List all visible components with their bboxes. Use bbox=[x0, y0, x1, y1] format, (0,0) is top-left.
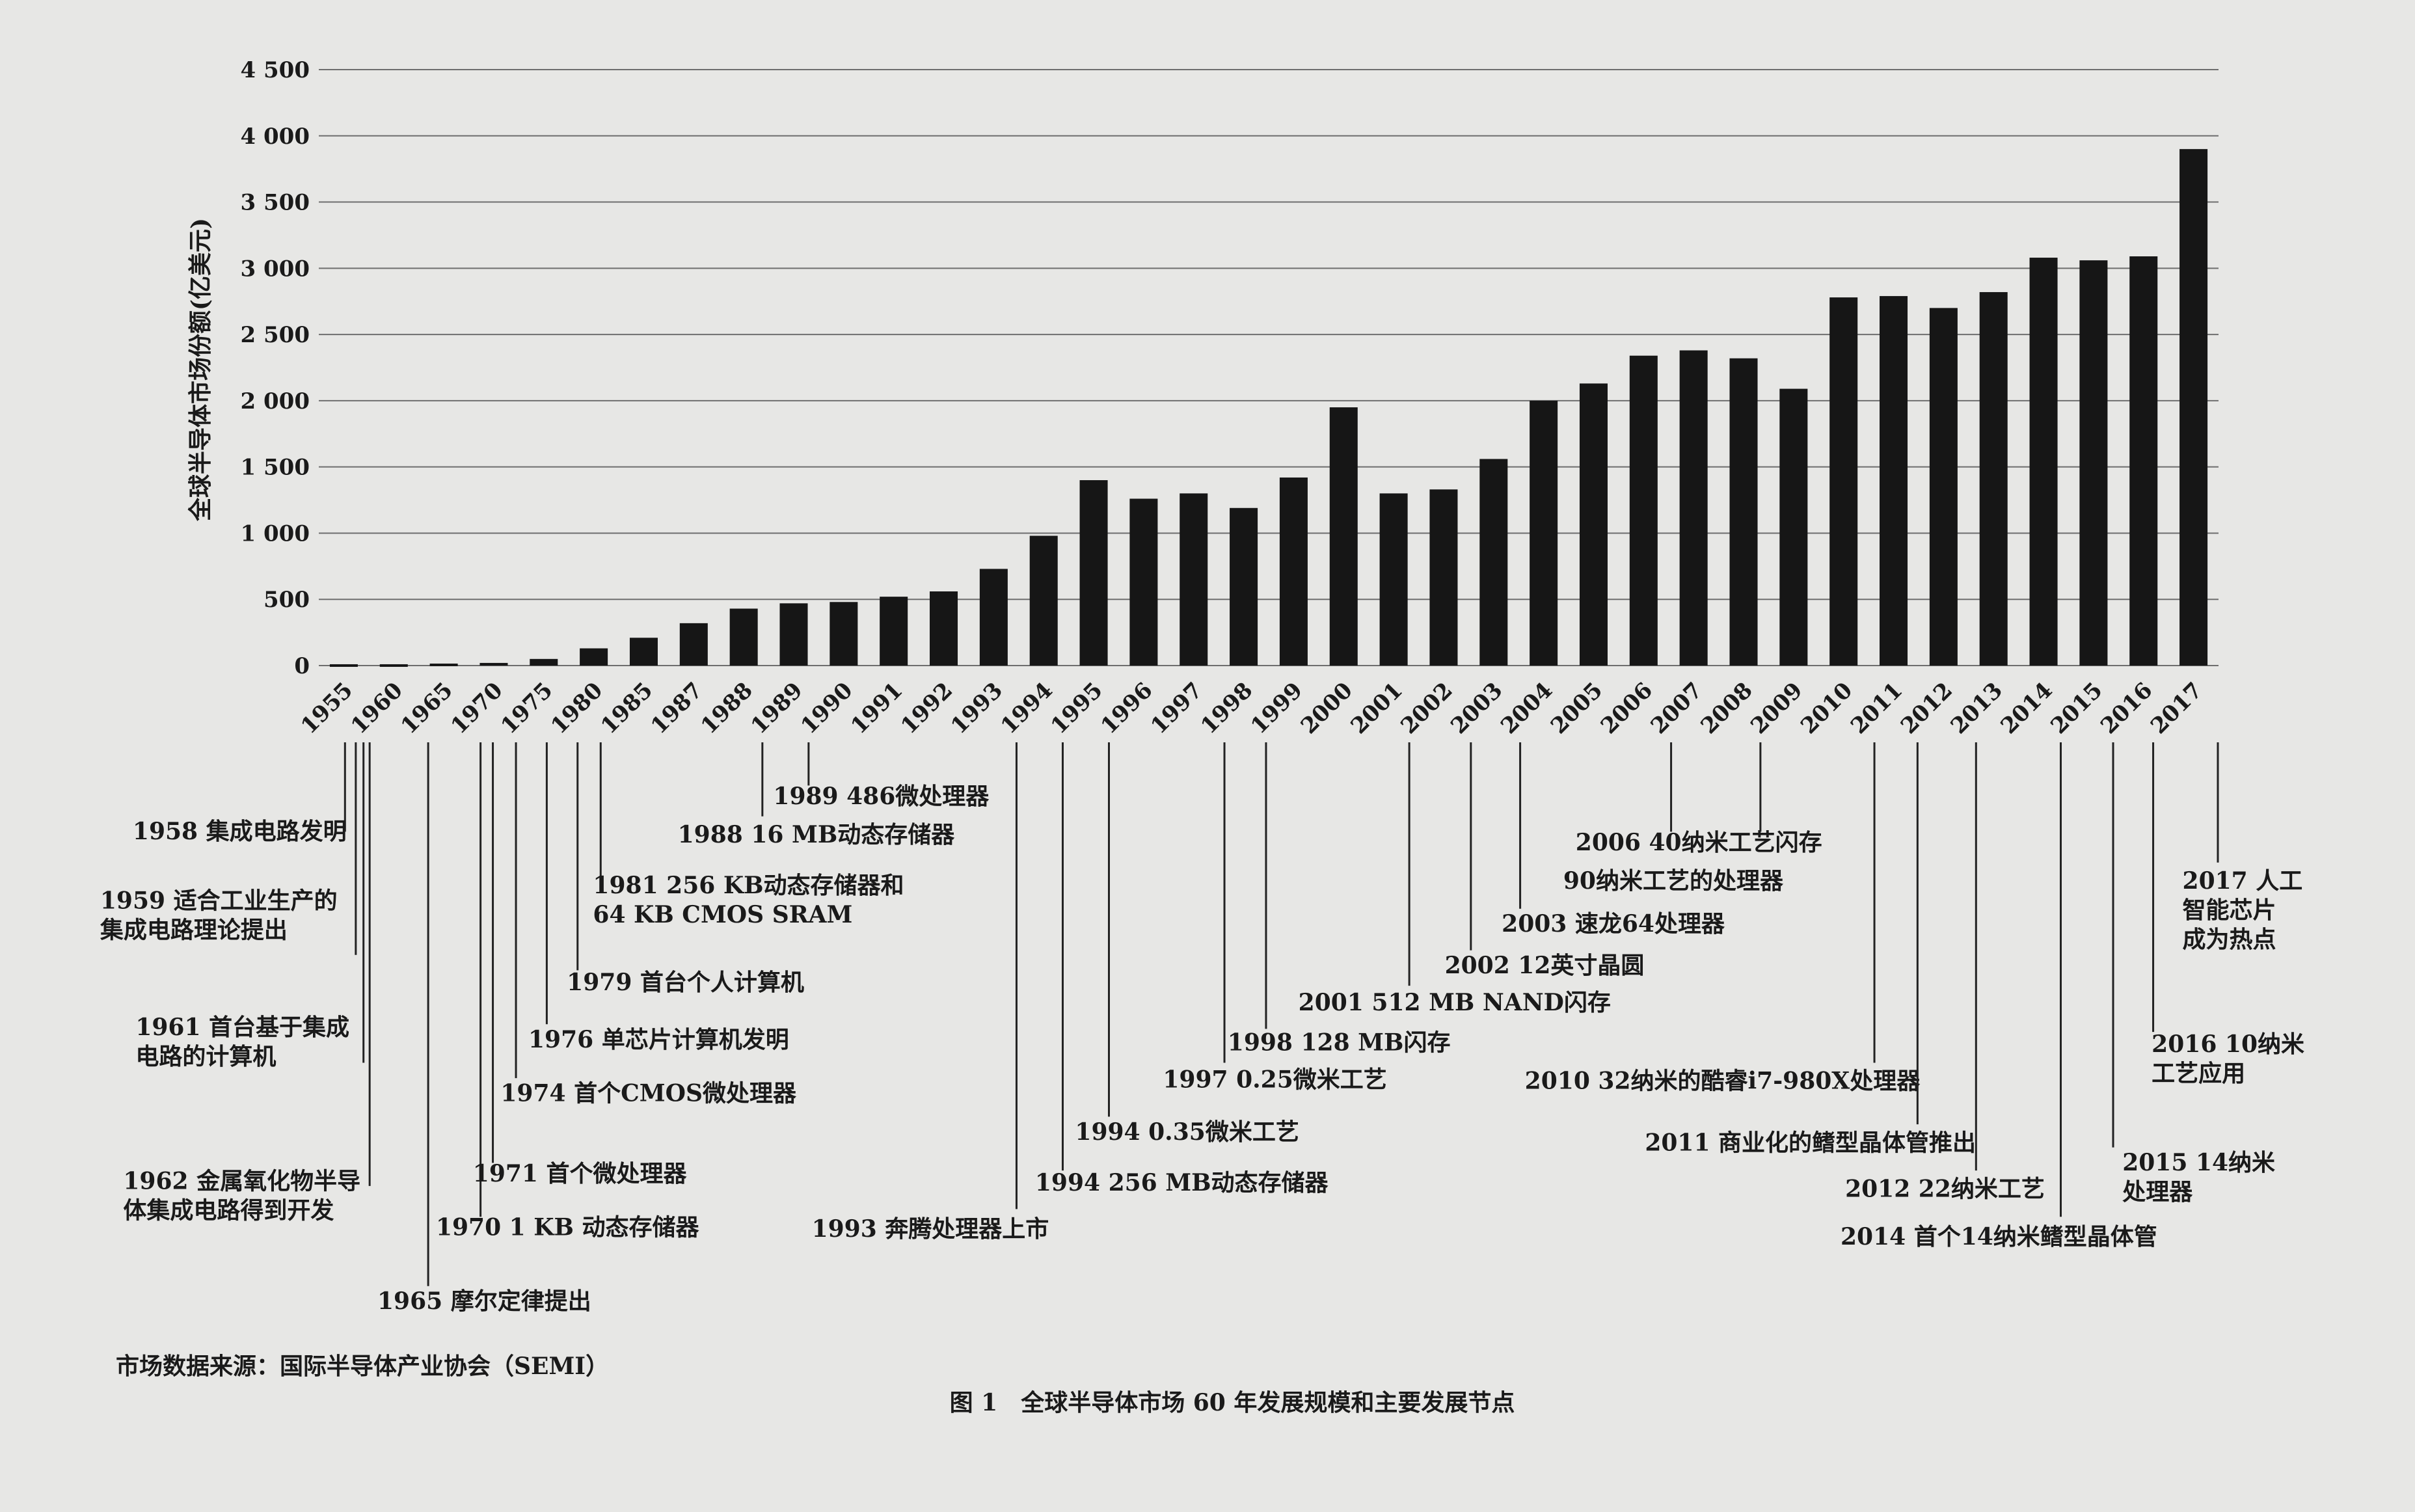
annotation: 1979 首台个人计算机 bbox=[567, 969, 804, 996]
annotation: 2003 速龙64处理器 bbox=[1502, 910, 1725, 938]
bar bbox=[1729, 358, 1758, 666]
bar bbox=[779, 603, 808, 666]
annotation: 1988 16 MB动态存储器 bbox=[678, 821, 956, 848]
bar bbox=[629, 638, 658, 666]
bar bbox=[1829, 297, 1858, 666]
annotation: 体集成电路得到开发 bbox=[123, 1197, 334, 1224]
annotation: 1971 首个微处理器 bbox=[473, 1160, 688, 1187]
y-tick-label: 4 500 bbox=[241, 57, 310, 83]
annotation: 智能芯片 bbox=[2183, 897, 2276, 924]
annotation: 2015 14纳米 bbox=[2122, 1149, 2275, 1176]
bar bbox=[1329, 407, 1358, 666]
bar bbox=[1779, 388, 1808, 666]
bar bbox=[729, 608, 758, 666]
bar bbox=[1079, 480, 1108, 666]
bar bbox=[429, 663, 458, 666]
annotation: 1989 486微处理器 bbox=[773, 783, 990, 810]
bar bbox=[2129, 256, 2158, 666]
annotation: 电路的计算机 bbox=[135, 1043, 276, 1070]
y-tick-label: 500 bbox=[263, 587, 310, 613]
bar bbox=[1979, 291, 2008, 666]
annotation: 1994 256 MB动态存储器 bbox=[1035, 1169, 1329, 1196]
bar bbox=[1429, 489, 1458, 666]
annotation: 2010 32纳米的酷睿i7-980X处理器 bbox=[1525, 1068, 1921, 1095]
y-tick-label: 1 500 bbox=[241, 455, 310, 481]
annotation: 2011 商业化的鳍型晶体管推出 bbox=[1645, 1129, 1976, 1156]
annotation: 2016 10纳米 bbox=[2152, 1031, 2304, 1058]
annotation: 1961 首台基于集成 bbox=[135, 1014, 349, 1041]
annotation: 1976 单芯片计算机发明 bbox=[528, 1026, 789, 1053]
annotation: 2002 12英寸晶圆 bbox=[1445, 952, 1645, 979]
annotation: 90纳米工艺的处理器 bbox=[1563, 867, 1784, 895]
bar bbox=[2079, 260, 2108, 666]
bar bbox=[580, 648, 608, 666]
bar bbox=[1629, 355, 1658, 666]
annotation: 1965 摩尔定律提出 bbox=[377, 1288, 591, 1315]
bar bbox=[479, 662, 508, 666]
bar bbox=[880, 597, 908, 666]
y-tick-label: 3 500 bbox=[241, 190, 310, 216]
bar bbox=[1929, 308, 1958, 666]
bar bbox=[979, 569, 1008, 666]
bar bbox=[1880, 296, 1908, 666]
annotation: 集成电路理论提出 bbox=[100, 917, 288, 944]
annotation: 1993 奔腾处理器上市 bbox=[812, 1215, 1049, 1243]
source-note: 市场数据来源：国际半导体产业协会（SEMI） bbox=[116, 1353, 609, 1380]
bar bbox=[679, 623, 708, 666]
annotation: 2012 22纳米工艺 bbox=[1845, 1175, 2045, 1202]
bar bbox=[1379, 493, 1408, 666]
bar bbox=[1029, 535, 1058, 666]
annotation: 1974 首个CMOS微处理器 bbox=[500, 1080, 797, 1107]
annotation: 1959 适合工业生产的 bbox=[100, 887, 338, 915]
annotation: 1998 128 MB闪存 bbox=[1228, 1029, 1451, 1057]
annotation: 1997 0.25微米工艺 bbox=[1163, 1066, 1386, 1093]
annotation: 1958 集成电路发明 bbox=[133, 818, 347, 845]
annotation: 1981 256 KB动态存储器和 bbox=[593, 872, 904, 899]
annotation: 2006 40纳米工艺闪存 bbox=[1576, 829, 1822, 856]
bar bbox=[830, 602, 858, 666]
annotation: 64 KB CMOS SRAM bbox=[593, 901, 852, 928]
bar bbox=[329, 664, 358, 667]
bar bbox=[1129, 498, 1158, 666]
annotation: 1994 0.35微米工艺 bbox=[1075, 1118, 1299, 1146]
y-axis-label: 全球半导体市场份额(亿美元) bbox=[187, 218, 214, 522]
bar bbox=[1530, 400, 1558, 666]
y-tick-label: 2 000 bbox=[241, 388, 310, 414]
y-tick-label: 0 bbox=[294, 653, 310, 679]
annotation: 工艺应用 bbox=[2152, 1060, 2245, 1087]
annotation: 2001 512 MB NAND闪存 bbox=[1299, 989, 1611, 1016]
bar bbox=[2179, 149, 2208, 666]
bar bbox=[1230, 507, 1258, 666]
y-tick-label: 1 000 bbox=[241, 520, 310, 547]
bar bbox=[530, 658, 558, 666]
bar bbox=[1479, 459, 1508, 666]
y-tick-label: 4 000 bbox=[241, 124, 310, 150]
annotation: 2014 首个14纳米鳍型晶体管 bbox=[1841, 1223, 2157, 1250]
annotation: 2017 人工 bbox=[2183, 867, 2303, 895]
bar bbox=[1279, 477, 1308, 666]
figure-caption: 图 1 全球半导体市场 60 年发展规模和主要发展节点 bbox=[950, 1389, 1515, 1416]
annotation: 处理器 bbox=[2122, 1178, 2193, 1206]
y-tick-label: 3 000 bbox=[241, 256, 310, 282]
annotation: 成为热点 bbox=[2183, 926, 2276, 953]
y-tick-label: 2 500 bbox=[241, 322, 310, 348]
bar bbox=[1579, 383, 1608, 666]
annotation: 1962 金属氧化物半导 bbox=[123, 1168, 360, 1195]
bar bbox=[2029, 258, 2058, 666]
bar bbox=[930, 591, 958, 666]
bar bbox=[379, 664, 408, 667]
bar bbox=[1180, 493, 1208, 666]
bar bbox=[1679, 350, 1708, 666]
annotation: 1970 1 KB 动态存储器 bbox=[436, 1214, 700, 1241]
